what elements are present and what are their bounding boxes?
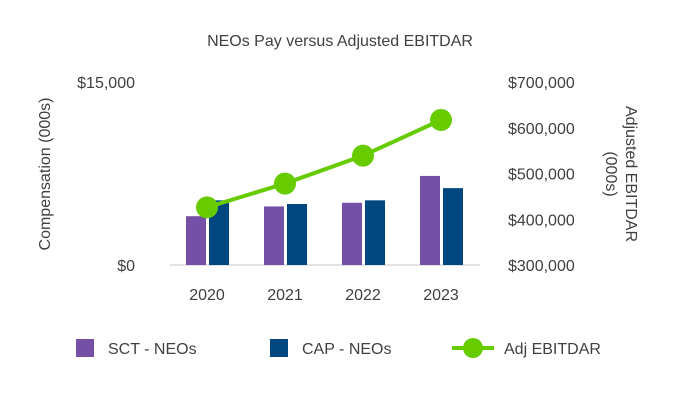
line-adj-ebitdar	[206, 118, 442, 210]
bar-sct-neos	[420, 175, 440, 265]
y-axis-label-right-line1: Adjusted EBITDAR	[622, 106, 639, 242]
x-tick-label: 2021	[267, 287, 303, 304]
x-tick-label: 2022	[345, 287, 381, 304]
legend-swatch	[76, 339, 94, 357]
point-adj-ebitdar	[274, 172, 296, 195]
x-tick-label: 2020	[189, 287, 225, 304]
bar-cap-neos	[287, 204, 307, 265]
point-adj-ebitdar	[352, 144, 374, 167]
y-tick-left: $15,000	[77, 75, 135, 92]
y-tick-right: $700,000	[508, 75, 575, 92]
bar-cap-neos	[443, 188, 463, 265]
legend-label: Adj EBITDAR	[504, 341, 601, 358]
y-axis-label-right-line2: (000s)	[602, 151, 619, 196]
bar-cap-neos	[209, 200, 229, 265]
point-adj-ebitdar	[430, 108, 452, 131]
bar-sct-neos	[264, 206, 284, 265]
y-tick-left: $0	[117, 258, 135, 275]
legend-marker	[463, 338, 483, 358]
x-tick-label: 2023	[423, 287, 459, 304]
legend: SCT - NEOs CAP - NEOs Adj EBITDAR	[76, 338, 601, 358]
bar-sct-neos	[342, 202, 362, 265]
bar-cap-neos	[365, 200, 385, 265]
y-tick-right: $500,000	[508, 167, 575, 184]
legend-swatch	[270, 339, 288, 357]
bar-sct-neos	[186, 216, 206, 265]
y-tick-right: $300,000	[508, 258, 575, 275]
legend-label: CAP - NEOs	[302, 341, 392, 358]
chart-title: NEOs Pay versus Adjusted EBITDAR	[207, 33, 473, 50]
y-tick-right: $600,000	[508, 121, 575, 138]
y-tick-right: $400,000	[508, 212, 575, 229]
legend-label: SCT - NEOs	[108, 341, 197, 358]
point-adj-ebitdar	[196, 196, 218, 219]
y-axis-label-left: Compensation (000s)	[37, 98, 54, 251]
